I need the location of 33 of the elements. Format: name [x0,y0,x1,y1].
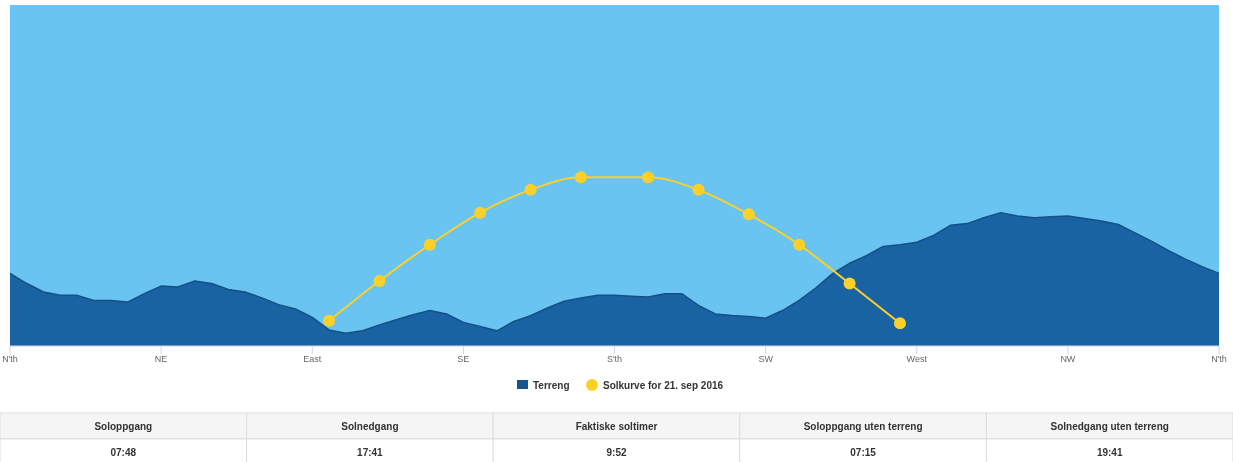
point [893,317,906,330]
legend-label: Solkurve for 21. sep 2016 [603,380,724,391]
x-tick-label: SW [758,354,774,364]
text: 07:15 [850,447,877,458]
text: 19:41 [1096,447,1123,458]
point [843,277,856,290]
text: 07:48 [110,447,137,458]
point [323,314,336,327]
legend-label: Terreng [533,380,570,391]
text: Soloppgang uten terreng [803,421,923,432]
x-tick-label: East [303,354,322,364]
x-tick-label: West [906,354,928,364]
point [474,206,487,219]
text: 17:41 [357,447,384,458]
point [373,275,386,288]
x-tick-label: NW [1060,354,1076,364]
point [642,171,655,184]
text: Soloppgang [94,421,153,432]
x-tick-label: S'th [606,354,623,364]
x-tick-label: NE [154,354,168,364]
point [793,238,806,251]
point [423,238,436,251]
x-tick-label: SE [457,354,470,364]
text: Solnedgang [341,421,399,432]
text: Solnedgang uten terreng [1050,421,1169,432]
x-tick-label: N'th [2,354,18,364]
point [742,208,755,221]
point [574,171,587,184]
x-tick-label: N'th [1211,354,1227,364]
text: 9:52 [606,447,627,458]
text: Faktiske soltimer [575,421,658,432]
point [692,183,705,196]
point [524,183,537,196]
